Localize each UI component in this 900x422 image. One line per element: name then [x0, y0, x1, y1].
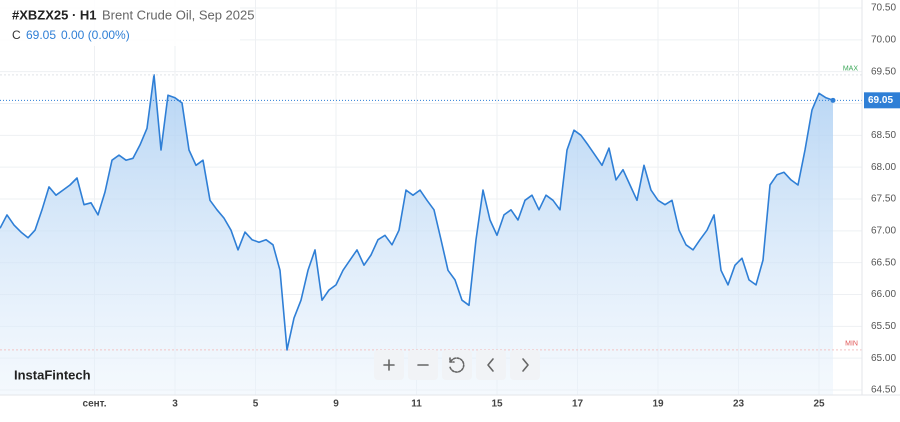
brand: InstaFintech [14, 367, 91, 382]
symbol: #XBZX25 · H1 [12, 7, 97, 22]
last-price-label: 69.05 [868, 95, 893, 106]
x-tick-label: 15 [491, 399, 503, 410]
price-line [0, 74, 834, 351]
scroll-right-button[interactable] [510, 350, 540, 380]
y-tick-label: 68.00 [871, 162, 896, 173]
y-tick-label: 67.50 [871, 194, 896, 205]
y-tick-label: 67.00 [871, 225, 896, 236]
y-tick-label: 64.50 [871, 385, 896, 396]
scroll-left-button[interactable] [476, 350, 506, 380]
x-tick-label: 23 [733, 399, 745, 410]
reset-button[interactable] [442, 350, 472, 380]
zoom-in-button[interactable] [374, 350, 404, 380]
x-tick-label: 5 [253, 399, 259, 410]
max-label: MAX [843, 66, 859, 73]
y-tick-label: 69.50 [871, 66, 896, 77]
x-tick-label: 9 [333, 399, 339, 410]
area-fill [0, 74, 833, 396]
x-tick-label: 17 [572, 399, 584, 410]
change-value: 0.00 (0.00%) [61, 28, 130, 42]
y-tick-label: 68.50 [871, 130, 896, 141]
y-tick-label: 65.00 [871, 353, 896, 364]
description: Brent Crude Oil, Sep 2025 [102, 7, 254, 22]
legend-bg [0, 0, 240, 46]
y-tick-label: 66.00 [871, 289, 896, 300]
y-tick-label: 70.50 [871, 3, 896, 14]
min-label: MIN [845, 341, 858, 348]
x-tick-label: 3 [172, 399, 178, 410]
y-tick-label: 70.00 [871, 34, 896, 45]
x-tick-label: 11 [411, 399, 422, 410]
x-tick-label: сент. [83, 399, 107, 410]
zoom-out-button[interactable] [408, 350, 438, 380]
ohlc-label: C [12, 28, 21, 42]
last-price-box [864, 92, 900, 109]
close-value: 69.05 [26, 28, 56, 42]
x-tick-label: 25 [813, 399, 825, 410]
y-tick-label: 66.50 [871, 257, 896, 268]
y-tick-label: 65.50 [871, 321, 896, 332]
last-point [830, 97, 836, 103]
x-tick-label: 19 [652, 399, 664, 410]
